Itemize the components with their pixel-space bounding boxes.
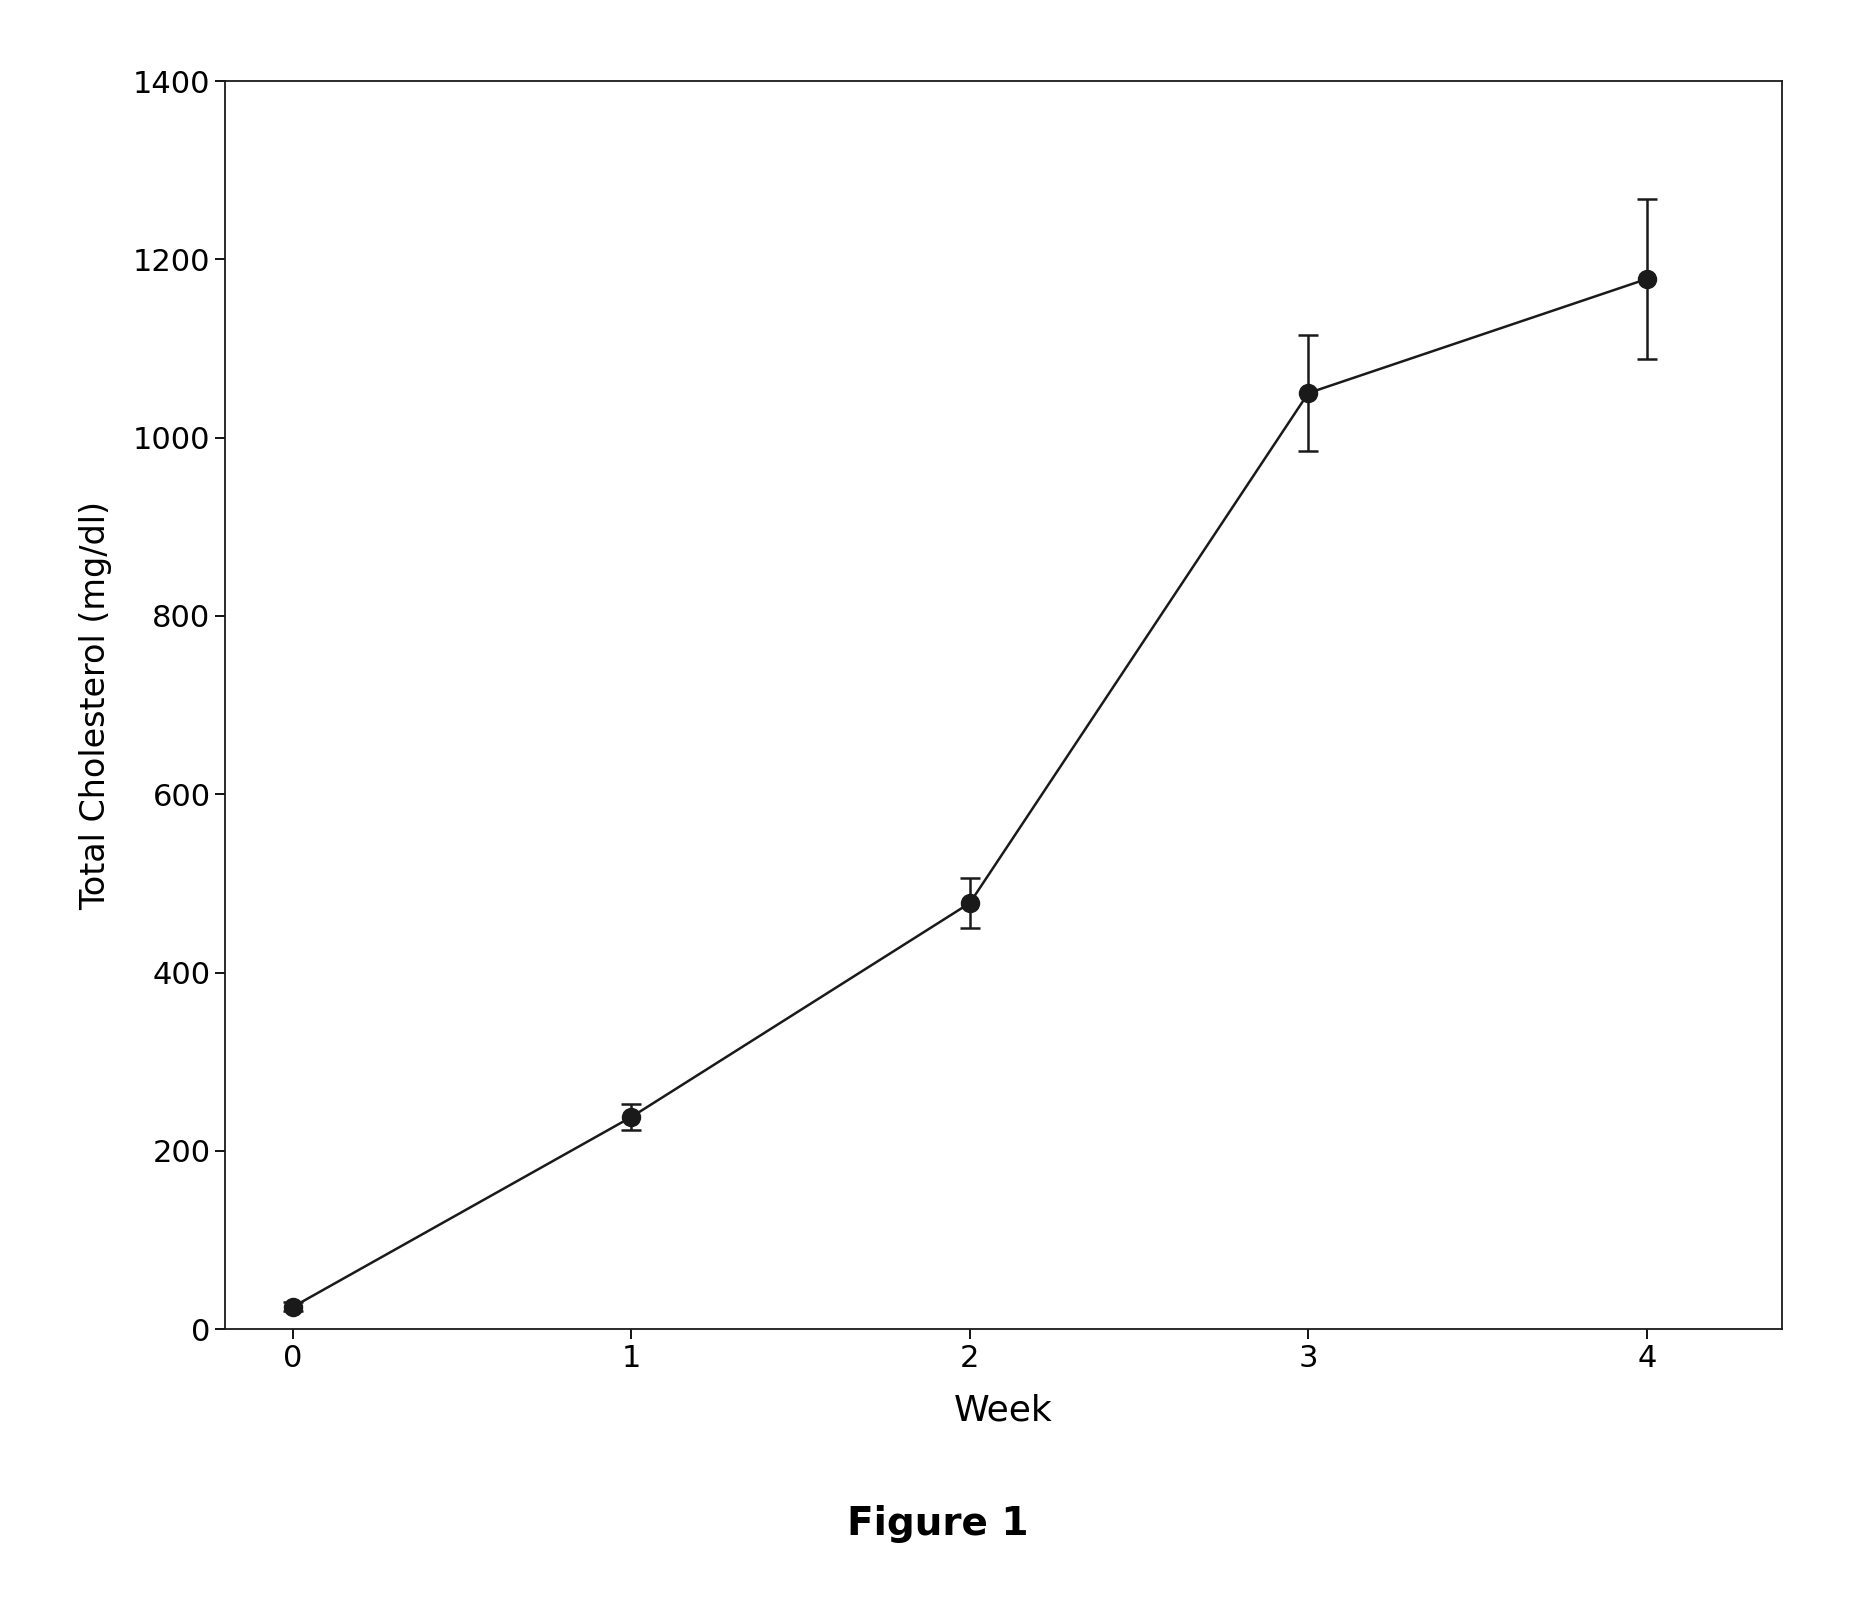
Y-axis label: Total Cholesterol (mg/dl): Total Cholesterol (mg/dl) <box>79 501 113 909</box>
Text: Figure 1: Figure 1 <box>848 1504 1028 1543</box>
X-axis label: Week: Week <box>955 1394 1052 1428</box>
